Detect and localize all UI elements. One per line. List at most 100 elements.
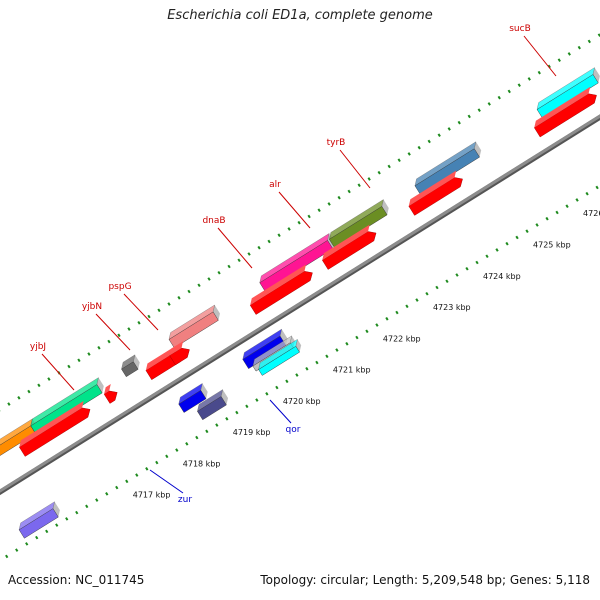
outer-scale-tick: [267, 239, 271, 244]
inner-scale-tick: [275, 385, 279, 390]
reverse-gene-box-top: [18, 501, 55, 531]
outer-scale-tick: [177, 295, 181, 300]
gene-label-yjbJ: yjbJ: [30, 342, 46, 352]
inner-scale-tick: [555, 210, 559, 215]
gene-label-yjbN: yjbN: [82, 302, 102, 312]
inner-scale-tick: [115, 485, 119, 490]
kbp-tick-label: 4724 kbp: [483, 272, 521, 281]
inner-scale-tick: [135, 473, 139, 477]
inner-scale-tick: [575, 198, 579, 202]
outer-scale-tick: [87, 352, 91, 356]
outer-scale-tick: [457, 120, 461, 125]
backbone-line: [0, 78, 600, 527]
outer-scale-tick: [297, 220, 301, 225]
outer-scale-tick: [437, 133, 441, 137]
reverse-gene-box-top: [197, 389, 223, 412]
inner-scale-tick: [565, 204, 569, 209]
cds-arrow: [408, 170, 463, 216]
reverse-gene-box-top: [252, 335, 292, 367]
forward-gene-box-side: [96, 377, 104, 393]
outer-scale-tick: [187, 289, 191, 294]
inner-scale-tick: [485, 254, 489, 259]
inner-scale-tick: [285, 379, 289, 384]
inner-scale-tick: [335, 348, 339, 352]
inner-scale-tick: [215, 423, 219, 427]
outer-scale-tick: [17, 396, 21, 400]
outer-scale-tick: [377, 170, 381, 175]
outer-scale-tick: [327, 202, 331, 206]
inner-scale-tick: [595, 185, 599, 190]
forward-gene-box: [414, 141, 482, 195]
inner-scale-tick: [355, 335, 359, 340]
outer-scale-tick: [167, 302, 171, 306]
outer-scale-tick: [317, 208, 321, 213]
outer-scale-tick: [497, 95, 501, 100]
reverse-gene-box-side: [295, 339, 302, 353]
outer-scale-tick: [357, 183, 361, 188]
outer-scale-tick: [277, 233, 281, 238]
outer-scale-tick: [477, 108, 481, 112]
cds-arrow: [534, 86, 597, 138]
inner-scale-tick: [365, 329, 369, 334]
outer-scale-tick: [447, 127, 451, 131]
gene-label-pspG: pspG: [108, 282, 131, 292]
gene-label-qor: qor: [286, 425, 301, 435]
inner-scale-tick: [155, 460, 159, 465]
outer-scale-tick: [397, 158, 401, 162]
forward-gene-box-top: [121, 354, 136, 370]
genome-summary-text: Topology: circular; Length: 5,209,548 bp…: [260, 573, 590, 587]
inner-scale-tick: [5, 554, 9, 559]
cds-arrow-top: [145, 345, 177, 371]
outer-scale-tick: [27, 389, 31, 394]
forward-gene-box-side: [474, 141, 482, 158]
outer-scale-tick: [197, 283, 201, 288]
cds-arrow-top: [408, 170, 457, 207]
inner-scale-tick: [345, 341, 349, 346]
outer-scale-tick: [407, 152, 411, 156]
forward-gene-box-top: [168, 304, 215, 340]
inner-scale-tick: [405, 304, 409, 309]
gene-label-alr: alr: [269, 180, 281, 190]
reverse-gene-box: [258, 339, 302, 376]
inner-scale-tick: [375, 323, 379, 327]
reverse-gene-box: [242, 328, 288, 369]
inner-scale-tick: [445, 279, 449, 284]
reverse-gene-box-side: [200, 383, 208, 399]
inner-scale-tick: [455, 273, 459, 277]
inner-scale-tick: [435, 285, 439, 290]
outer-scale-tick: [227, 264, 231, 269]
cds-arrow: [103, 384, 118, 404]
forward-gene-box-side: [593, 67, 600, 83]
inner-scale-tick: [505, 241, 509, 246]
inner-scale-tick: [385, 316, 389, 321]
inner-scale-tick: [105, 492, 109, 496]
outer-scale-tick: [467, 114, 471, 119]
inner-scale-tick: [515, 235, 519, 240]
cds-arrow-body: [321, 231, 377, 270]
forward-gene-box-top: [30, 377, 99, 427]
gene-label-dnaB: dnaB: [202, 216, 225, 226]
outer-scale-tick: [557, 58, 561, 62]
outer-scale-tick: [537, 70, 541, 75]
cds-arrow: [169, 341, 190, 366]
inner-scale-tick: [95, 498, 99, 502]
cds-arrow-top: [104, 384, 111, 395]
forward-gene-box: [328, 199, 389, 249]
inner-scale-tick: [465, 266, 469, 271]
outer-scale-tick: [287, 227, 291, 231]
inner-scale-tick: [65, 517, 69, 521]
reverse-gene-box-side: [53, 501, 60, 518]
inner-scale-tick: [165, 454, 169, 459]
forward-gene-box-top: [259, 233, 330, 284]
inner-scale-tick: [45, 529, 49, 534]
outer-scale-tick: [517, 83, 521, 87]
kbp-tick-label: 4722 kbp: [383, 334, 421, 343]
inner-scale-tick: [425, 291, 429, 296]
forward-gene-box-top: [536, 67, 595, 110]
outer-scale-tick: [567, 52, 571, 56]
outer-scale-tick: [147, 314, 151, 319]
kbp-tick-label: 4720 kbp: [283, 397, 321, 406]
reverse-gene-box-top: [178, 383, 203, 405]
forward-gene-box-side: [133, 354, 140, 370]
reverse-gene-box-top: [258, 339, 298, 370]
